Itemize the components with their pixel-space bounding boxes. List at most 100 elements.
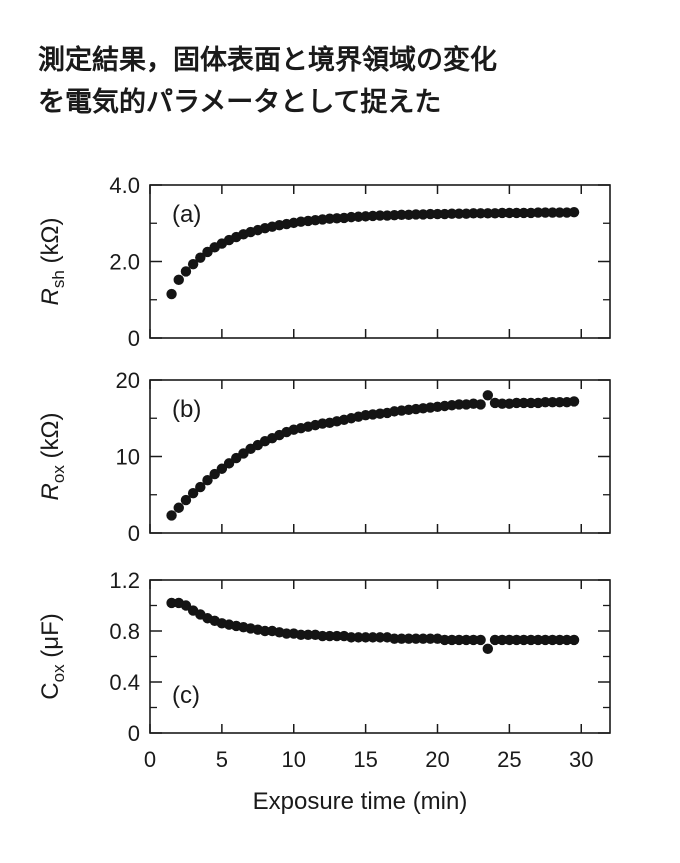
data-point (216, 463, 228, 474)
plot-frame (149, 184, 611, 339)
data-point (461, 634, 472, 646)
data-point (403, 633, 414, 644)
data-point (511, 634, 522, 646)
data-point (540, 207, 551, 218)
data-point (446, 208, 458, 219)
data-point (425, 633, 436, 644)
y-axis-label-sub: sh (49, 270, 68, 288)
data-point (568, 206, 580, 218)
y-tick-label: 20 (116, 368, 140, 393)
y-tick-label: 0 (128, 721, 140, 746)
data-point (568, 396, 580, 407)
data-point (525, 397, 537, 409)
y-tick-label: 0 (128, 326, 140, 351)
data-point (540, 634, 551, 646)
x-tick-label: 25 (497, 747, 521, 772)
data-point (532, 207, 544, 218)
data-point (173, 274, 184, 286)
data-point (173, 502, 184, 513)
data-point (187, 258, 199, 270)
data-point (554, 396, 565, 408)
y-tick-label: 1.2 (109, 568, 140, 593)
data-point (317, 630, 328, 642)
y-axis-label-unit: (kΩ) (37, 413, 64, 466)
data-point (568, 634, 580, 646)
data-point (180, 494, 192, 506)
data-point (482, 390, 494, 401)
data-point (518, 397, 529, 409)
data-point (453, 399, 465, 410)
data-point (554, 207, 565, 218)
data-point (195, 252, 206, 263)
data-point (346, 632, 357, 643)
x-tick-label: 5 (216, 747, 228, 772)
data-point (511, 207, 522, 219)
y-axis-label-unit: (kΩ) (37, 218, 64, 271)
plot-frame (149, 579, 611, 734)
y-tick-label: 10 (116, 445, 140, 470)
data-point (482, 208, 494, 219)
data-point (475, 208, 486, 219)
data-point (223, 458, 235, 469)
data-point (547, 396, 558, 408)
data-point (554, 634, 565, 646)
title-line-1: 測定結果，固体表面と境界領域の変化 (38, 45, 497, 76)
y-axis-label-main: R (37, 483, 64, 500)
data-point (540, 396, 551, 408)
data-point (180, 600, 192, 611)
data-point (360, 632, 371, 643)
data-point (410, 209, 422, 220)
data-point (374, 632, 386, 643)
data-point (518, 207, 529, 219)
x-tick-label: 10 (282, 747, 306, 772)
data-point (302, 629, 314, 641)
data-point (209, 468, 220, 480)
x-tick-label: 0 (144, 747, 156, 772)
y-tick-label: 2.0 (109, 250, 140, 275)
y-axis-label: Rsh (kΩ) (37, 218, 68, 306)
data-point (504, 207, 515, 219)
data-point (331, 630, 343, 642)
y-axis-label: Rox (kΩ) (37, 413, 68, 501)
data-point (367, 632, 379, 643)
data-point (281, 628, 292, 639)
data-point (518, 634, 529, 646)
data-point (453, 208, 465, 219)
panel-label: (b) (172, 396, 201, 423)
data-point (489, 634, 501, 646)
data-point (496, 398, 508, 409)
data-point (511, 397, 522, 409)
x-tick-label: 30 (569, 747, 593, 772)
data-point (195, 481, 206, 493)
data-point (396, 633, 407, 644)
data-point (468, 208, 479, 219)
y-axis-label-main: R (37, 288, 64, 305)
data-point (468, 634, 479, 646)
data-point (561, 634, 573, 646)
data-point (417, 633, 429, 644)
data-point (166, 288, 177, 300)
y-axis-label: Cox (μF) (37, 613, 68, 699)
data-point (410, 633, 422, 644)
y-axis-label-sub: ox (49, 664, 68, 682)
data-point (259, 625, 271, 637)
panel-c: 0 0.4 0.8 1.2 (c) Cox (μF) 0 5 10 15 20 25 30 Exposur… (37, 568, 611, 815)
data-point (166, 597, 177, 609)
data-point (432, 208, 443, 220)
data-point (353, 632, 364, 643)
x-axis-label: Exposure time (min) (253, 788, 468, 815)
data-point (475, 399, 486, 410)
title-line-2: を電気的パラメータとして捉えた (38, 87, 442, 118)
data-point (180, 266, 192, 277)
data-point (202, 475, 213, 486)
data-point (374, 210, 386, 221)
data-point (166, 510, 177, 521)
data-point (475, 634, 486, 646)
panel-label: (c) (172, 682, 200, 709)
data-point (532, 634, 544, 646)
data-point (396, 209, 407, 221)
panel-label: (a) (172, 201, 201, 228)
y-tick-label: 4.0 (109, 173, 140, 198)
y-axis-label-main: C (37, 682, 64, 699)
